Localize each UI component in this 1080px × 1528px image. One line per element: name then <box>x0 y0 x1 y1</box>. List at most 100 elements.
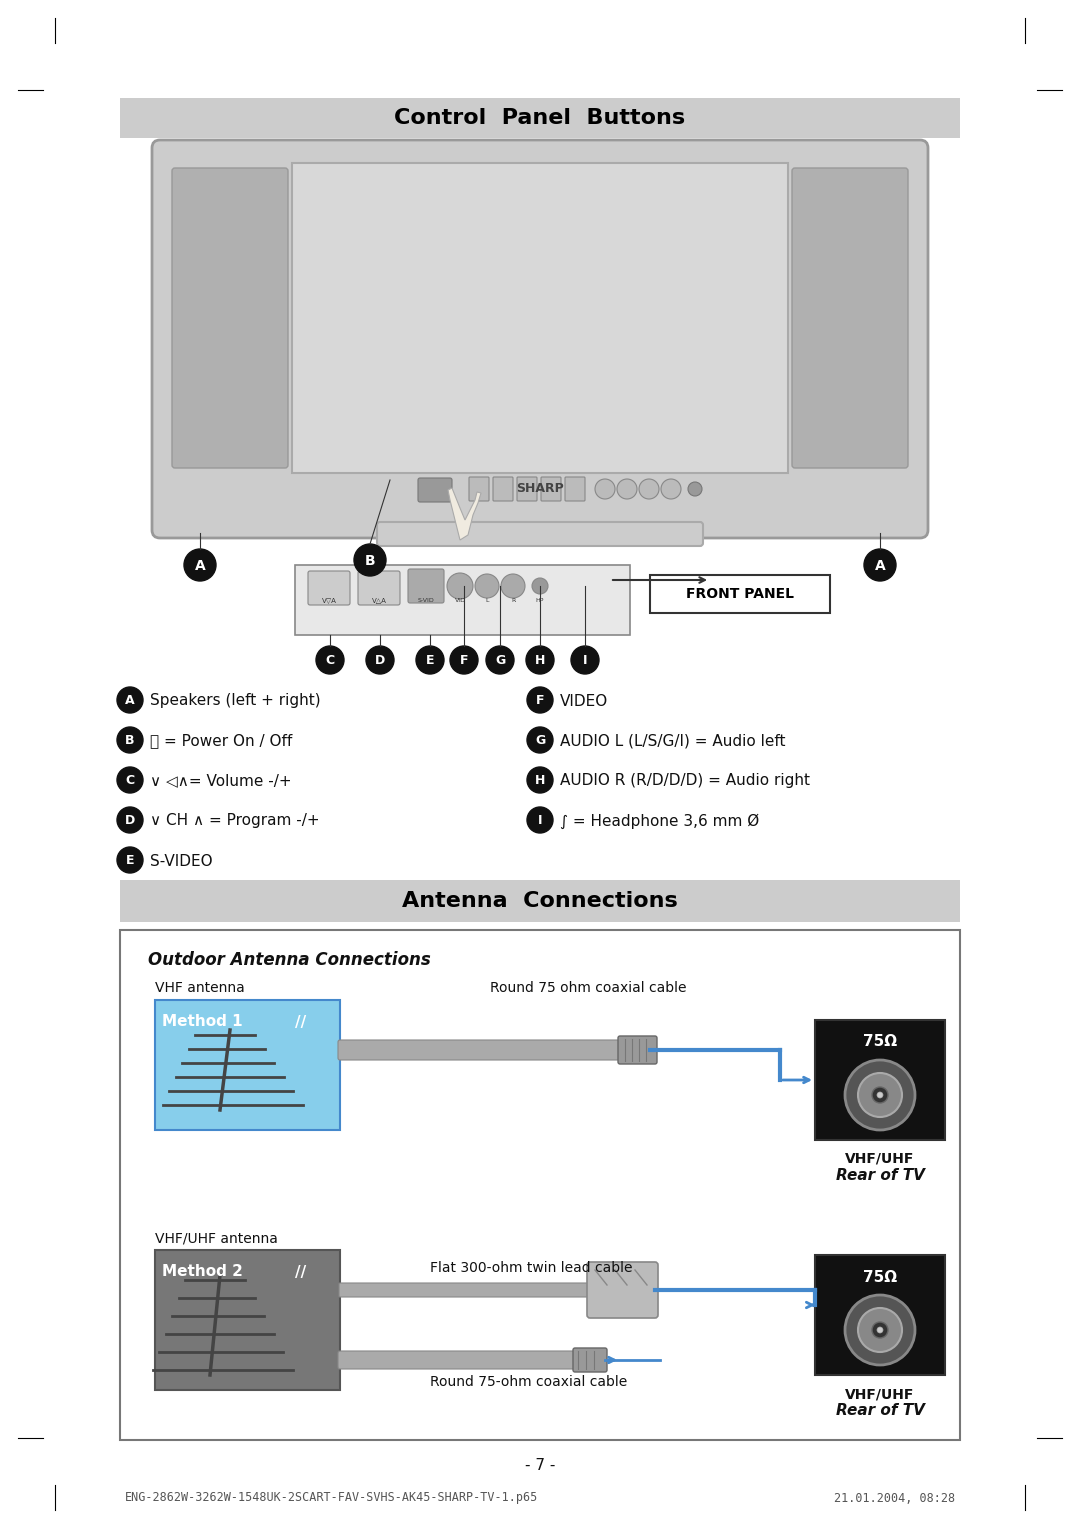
FancyBboxPatch shape <box>541 477 561 501</box>
FancyBboxPatch shape <box>650 575 831 613</box>
Circle shape <box>117 767 143 793</box>
Circle shape <box>527 688 553 714</box>
Text: R: R <box>511 597 515 604</box>
Text: A: A <box>875 559 886 573</box>
Text: S-VID: S-VID <box>418 597 434 604</box>
Text: G: G <box>495 654 505 668</box>
FancyBboxPatch shape <box>120 931 960 1439</box>
FancyBboxPatch shape <box>815 1021 945 1140</box>
FancyBboxPatch shape <box>815 1254 945 1375</box>
Text: D: D <box>375 654 386 668</box>
Text: Rear of TV: Rear of TV <box>836 1167 924 1183</box>
Text: H: H <box>535 775 545 787</box>
Circle shape <box>527 767 553 793</box>
Text: 75Ω: 75Ω <box>863 1034 897 1050</box>
FancyBboxPatch shape <box>573 1348 607 1372</box>
Circle shape <box>571 646 599 674</box>
Circle shape <box>639 478 659 500</box>
Circle shape <box>858 1073 902 1117</box>
FancyBboxPatch shape <box>588 1262 658 1319</box>
Text: Method 1: Method 1 <box>162 1015 243 1030</box>
Text: //: // <box>295 1265 307 1279</box>
Circle shape <box>877 1093 883 1099</box>
FancyBboxPatch shape <box>156 999 340 1131</box>
Text: //: // <box>295 1015 307 1030</box>
Text: S-VIDEO: S-VIDEO <box>150 854 213 868</box>
FancyBboxPatch shape <box>338 1351 582 1369</box>
Text: ∨ ◁∧= Volume -/+: ∨ ◁∧= Volume -/+ <box>150 773 292 788</box>
Text: VIDEO: VIDEO <box>561 694 608 709</box>
FancyBboxPatch shape <box>377 523 703 545</box>
Text: VHF/UHF: VHF/UHF <box>846 1387 915 1401</box>
Circle shape <box>366 646 394 674</box>
Circle shape <box>858 1308 902 1352</box>
Text: A: A <box>194 559 205 573</box>
Text: A: A <box>125 695 135 707</box>
FancyBboxPatch shape <box>338 1041 632 1060</box>
Circle shape <box>877 1326 883 1332</box>
Text: Speakers (left + right): Speakers (left + right) <box>150 694 321 709</box>
Circle shape <box>447 573 473 599</box>
FancyBboxPatch shape <box>156 1250 340 1390</box>
Circle shape <box>450 646 478 674</box>
Text: AUDIO L (L/S/G/I) = Audio left: AUDIO L (L/S/G/I) = Audio left <box>561 733 785 749</box>
FancyBboxPatch shape <box>308 571 350 605</box>
FancyBboxPatch shape <box>295 565 630 636</box>
Text: VHF antenna: VHF antenna <box>156 981 245 995</box>
FancyBboxPatch shape <box>492 477 513 501</box>
Circle shape <box>617 478 637 500</box>
Polygon shape <box>448 487 481 539</box>
FancyBboxPatch shape <box>565 477 585 501</box>
Circle shape <box>475 575 499 597</box>
Circle shape <box>872 1086 888 1103</box>
Text: Antenna  Connections: Antenna Connections <box>402 891 678 911</box>
FancyBboxPatch shape <box>517 477 537 501</box>
Text: I: I <box>538 814 542 828</box>
Text: F: F <box>536 695 544 707</box>
Circle shape <box>117 807 143 833</box>
Text: Round 75 ohm coaxial cable: Round 75 ohm coaxial cable <box>490 981 687 995</box>
FancyBboxPatch shape <box>618 1036 657 1063</box>
FancyBboxPatch shape <box>172 168 288 468</box>
Circle shape <box>184 549 216 581</box>
Circle shape <box>527 807 553 833</box>
Text: F: F <box>460 654 469 668</box>
FancyBboxPatch shape <box>120 880 960 921</box>
Circle shape <box>661 478 681 500</box>
FancyBboxPatch shape <box>357 571 400 605</box>
Circle shape <box>117 847 143 872</box>
Text: FRONT PANEL: FRONT PANEL <box>686 587 794 601</box>
Text: G: G <box>535 735 545 747</box>
Circle shape <box>527 727 553 753</box>
Text: I: I <box>583 654 588 668</box>
Text: H: H <box>535 654 545 668</box>
Text: HP: HP <box>536 597 544 604</box>
Text: Outdoor Antenna Connections: Outdoor Antenna Connections <box>148 950 431 969</box>
Text: VHF/UHF: VHF/UHF <box>846 1152 915 1166</box>
Circle shape <box>117 727 143 753</box>
Text: AUDIO R (R/D/D/D) = Audio right: AUDIO R (R/D/D/D) = Audio right <box>561 773 810 788</box>
Text: Flat 300-ohm twin lead cable: Flat 300-ohm twin lead cable <box>430 1261 633 1274</box>
Circle shape <box>845 1060 915 1131</box>
Text: D: D <box>125 814 135 828</box>
Text: SHARP: SHARP <box>516 481 564 495</box>
Circle shape <box>117 688 143 714</box>
Text: Control  Panel  Buttons: Control Panel Buttons <box>394 108 686 128</box>
Text: V△A: V△A <box>372 597 387 604</box>
Circle shape <box>688 481 702 497</box>
Circle shape <box>416 646 444 674</box>
Text: Round 75-ohm coaxial cable: Round 75-ohm coaxial cable <box>430 1375 627 1389</box>
Text: - 7 -: - 7 - <box>525 1458 555 1473</box>
FancyBboxPatch shape <box>120 98 960 138</box>
FancyBboxPatch shape <box>152 141 928 538</box>
FancyBboxPatch shape <box>792 168 908 468</box>
FancyBboxPatch shape <box>469 477 489 501</box>
Circle shape <box>872 1322 888 1339</box>
FancyBboxPatch shape <box>408 568 444 604</box>
FancyBboxPatch shape <box>418 478 453 503</box>
Text: E: E <box>426 654 434 668</box>
Text: C: C <box>125 775 135 787</box>
Circle shape <box>354 544 386 576</box>
Text: VHF/UHF antenna: VHF/UHF antenna <box>156 1232 278 1245</box>
Text: ⓞ = Power On / Off: ⓞ = Power On / Off <box>150 733 293 749</box>
